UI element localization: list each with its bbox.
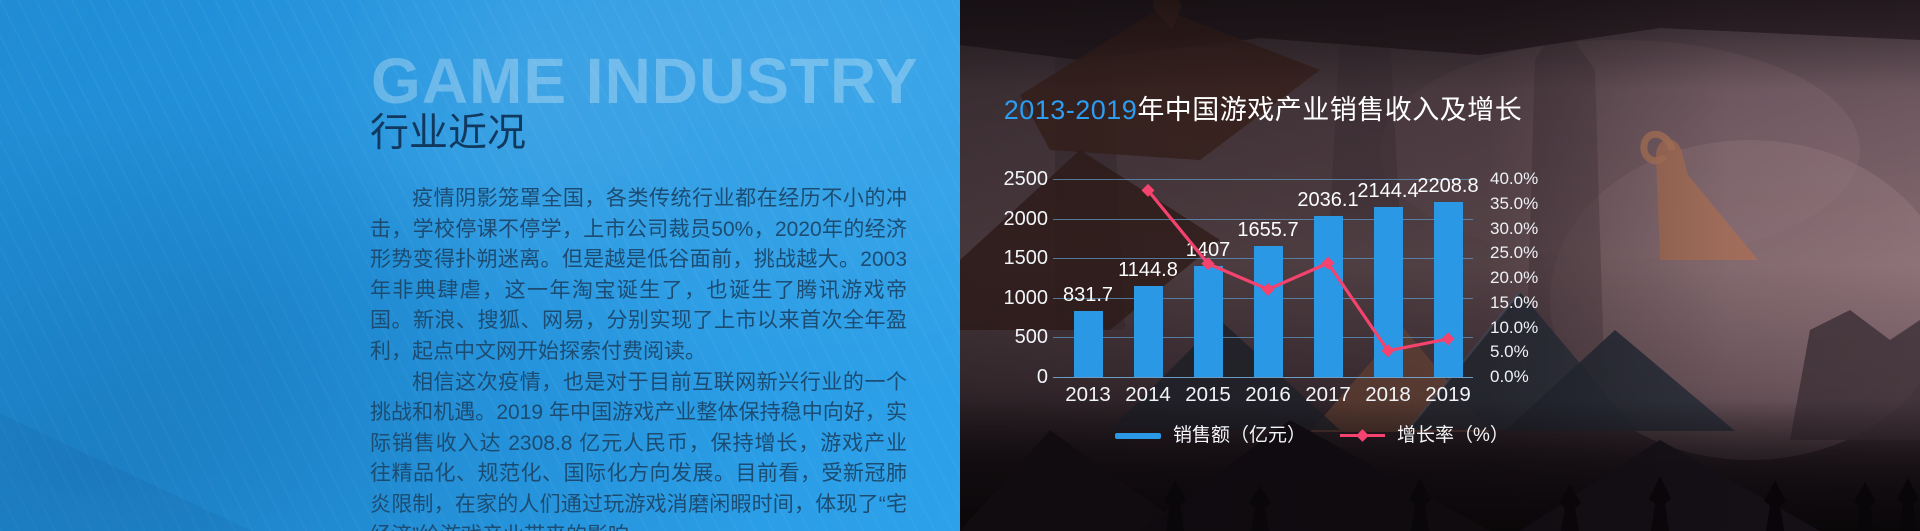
paragraph-2: 相信这次疫情，也是对于目前互联网新兴行业的一个挑战和机遇。2019 年中国游戏产… (370, 370, 907, 531)
growth-marker-2015 (1201, 257, 1215, 271)
bar-value-2014: 1144.8 (1118, 259, 1178, 282)
right-axis-tick-5.0%: 5.0% (1490, 342, 1529, 362)
chart-title-years: 2013-2019 (1003, 95, 1138, 125)
bar-value-2017: 2036.1 (1297, 188, 1359, 211)
x-label-2014: 2014 (1125, 383, 1171, 406)
bar-2016 (1253, 245, 1283, 377)
right-axis-tick-20.0%: 20.0% (1490, 268, 1539, 287)
x-label-2018: 2018 (1365, 383, 1411, 406)
right-axis-tick-40.0%: 40.0% (1490, 169, 1539, 188)
bar-2015 (1193, 265, 1223, 377)
right-panel: 2013-2019年中国游戏产业销售收入及增长 0 500 1000 1500 2000… (960, 0, 1920, 531)
growth-marker-2019 (1441, 332, 1455, 346)
bar-value-2015: 1407 (1185, 238, 1231, 261)
bar-2013 (1073, 311, 1103, 377)
right-axis-tick-35.0%: 35.0% (1490, 193, 1539, 213)
legend-label-growth: 增长率（%） (1397, 425, 1509, 446)
chart-title-text: 年中国游戏产业销售收入及增长 (1137, 95, 1523, 125)
legend-line-swatch (1340, 428, 1386, 442)
x-label-2017: 2017 (1305, 383, 1351, 406)
legend-diamond-icon (1356, 428, 1369, 442)
bar-value-2018: 2144.4 (1357, 180, 1419, 203)
gridline-2500 (1053, 179, 1473, 180)
watermark-game-industry: GAME INDUSTRY (371, 45, 919, 117)
chart-legend: 销售额（亿元） 增长率（%） (1115, 425, 1509, 446)
bar-2019 (1433, 202, 1463, 377)
left-panel: GAME INDUSTRY 行业近况 疫情阴影笼罩全国，各类传统行业都在经历不小… (0, 0, 960, 531)
right-axis-tick-30.0%: 30.0% (1490, 218, 1539, 238)
growth-marker-2017 (1321, 256, 1335, 270)
growth-marker-2018 (1381, 344, 1395, 358)
x-label-2019: 2019 (1425, 383, 1471, 406)
bar-value-2016: 1655.7 (1237, 218, 1299, 241)
bar-value-2019: 2208.8 (1417, 175, 1479, 198)
bar-2017 (1313, 215, 1343, 377)
gridline-2000 (1053, 218, 1473, 220)
legend-item-sales: 销售额（亿元） (1115, 425, 1306, 446)
right-axis-tick-25.0%: 25.0% (1490, 243, 1539, 263)
legend-label-sales: 销售额（亿元） (1173, 425, 1307, 446)
right-axis-tick-0.0%: 0.0% (1490, 367, 1529, 386)
left-axis-tick-2500: 2500 (1003, 168, 1049, 190)
body-text: 疫情阴影笼罩全国，各类传统行业都在经历不小的冲击，学校停课不停学，上市公司裁员5… (370, 184, 907, 531)
left-axis-tick-500: 500 (1014, 326, 1048, 349)
growth-line (1146, 189, 1449, 353)
x-label-2013: 2013 (1065, 383, 1111, 406)
section-heading: 行业近况 (370, 112, 527, 155)
legend-bar-swatch (1115, 432, 1161, 439)
bar-2014 (1133, 286, 1163, 377)
growth-marker-2016 (1261, 282, 1275, 296)
x-label-2015: 2015 (1185, 383, 1231, 406)
left-axis-tick-2000: 2000 (1003, 207, 1049, 230)
gridline-0 (1053, 377, 1473, 378)
growth-marker-2014 (1141, 183, 1155, 197)
right-axis-tick-10.0%: 10.0% (1490, 317, 1539, 337)
growth-line-chart (1141, 183, 1455, 358)
sales-growth-chart: 0 500 1000 1500 2000 2500 0.0% 5.0% 10.0% 15.0% 20… (960, 0, 1920, 531)
left-axis-tick-0: 0 (1036, 366, 1048, 388)
bar-value-2013: 831.7 (1062, 284, 1114, 307)
paragraph-1: 疫情阴影笼罩全国，各类传统行业都在经历不小的冲击，学校停课不停学，上市公司裁员5… (370, 187, 907, 363)
chart-title: 2013-2019年中国游戏产业销售收入及增长 (1004, 88, 1523, 127)
left-axis-tick-1000: 1000 (1003, 286, 1049, 309)
x-label-2016: 2016 (1245, 383, 1291, 406)
left-axis-tick-1500: 1500 (1003, 247, 1049, 270)
right-axis-tick-15.0%: 15.0% (1490, 292, 1539, 312)
legend-item-growth: 增长率（%） (1340, 425, 1509, 446)
